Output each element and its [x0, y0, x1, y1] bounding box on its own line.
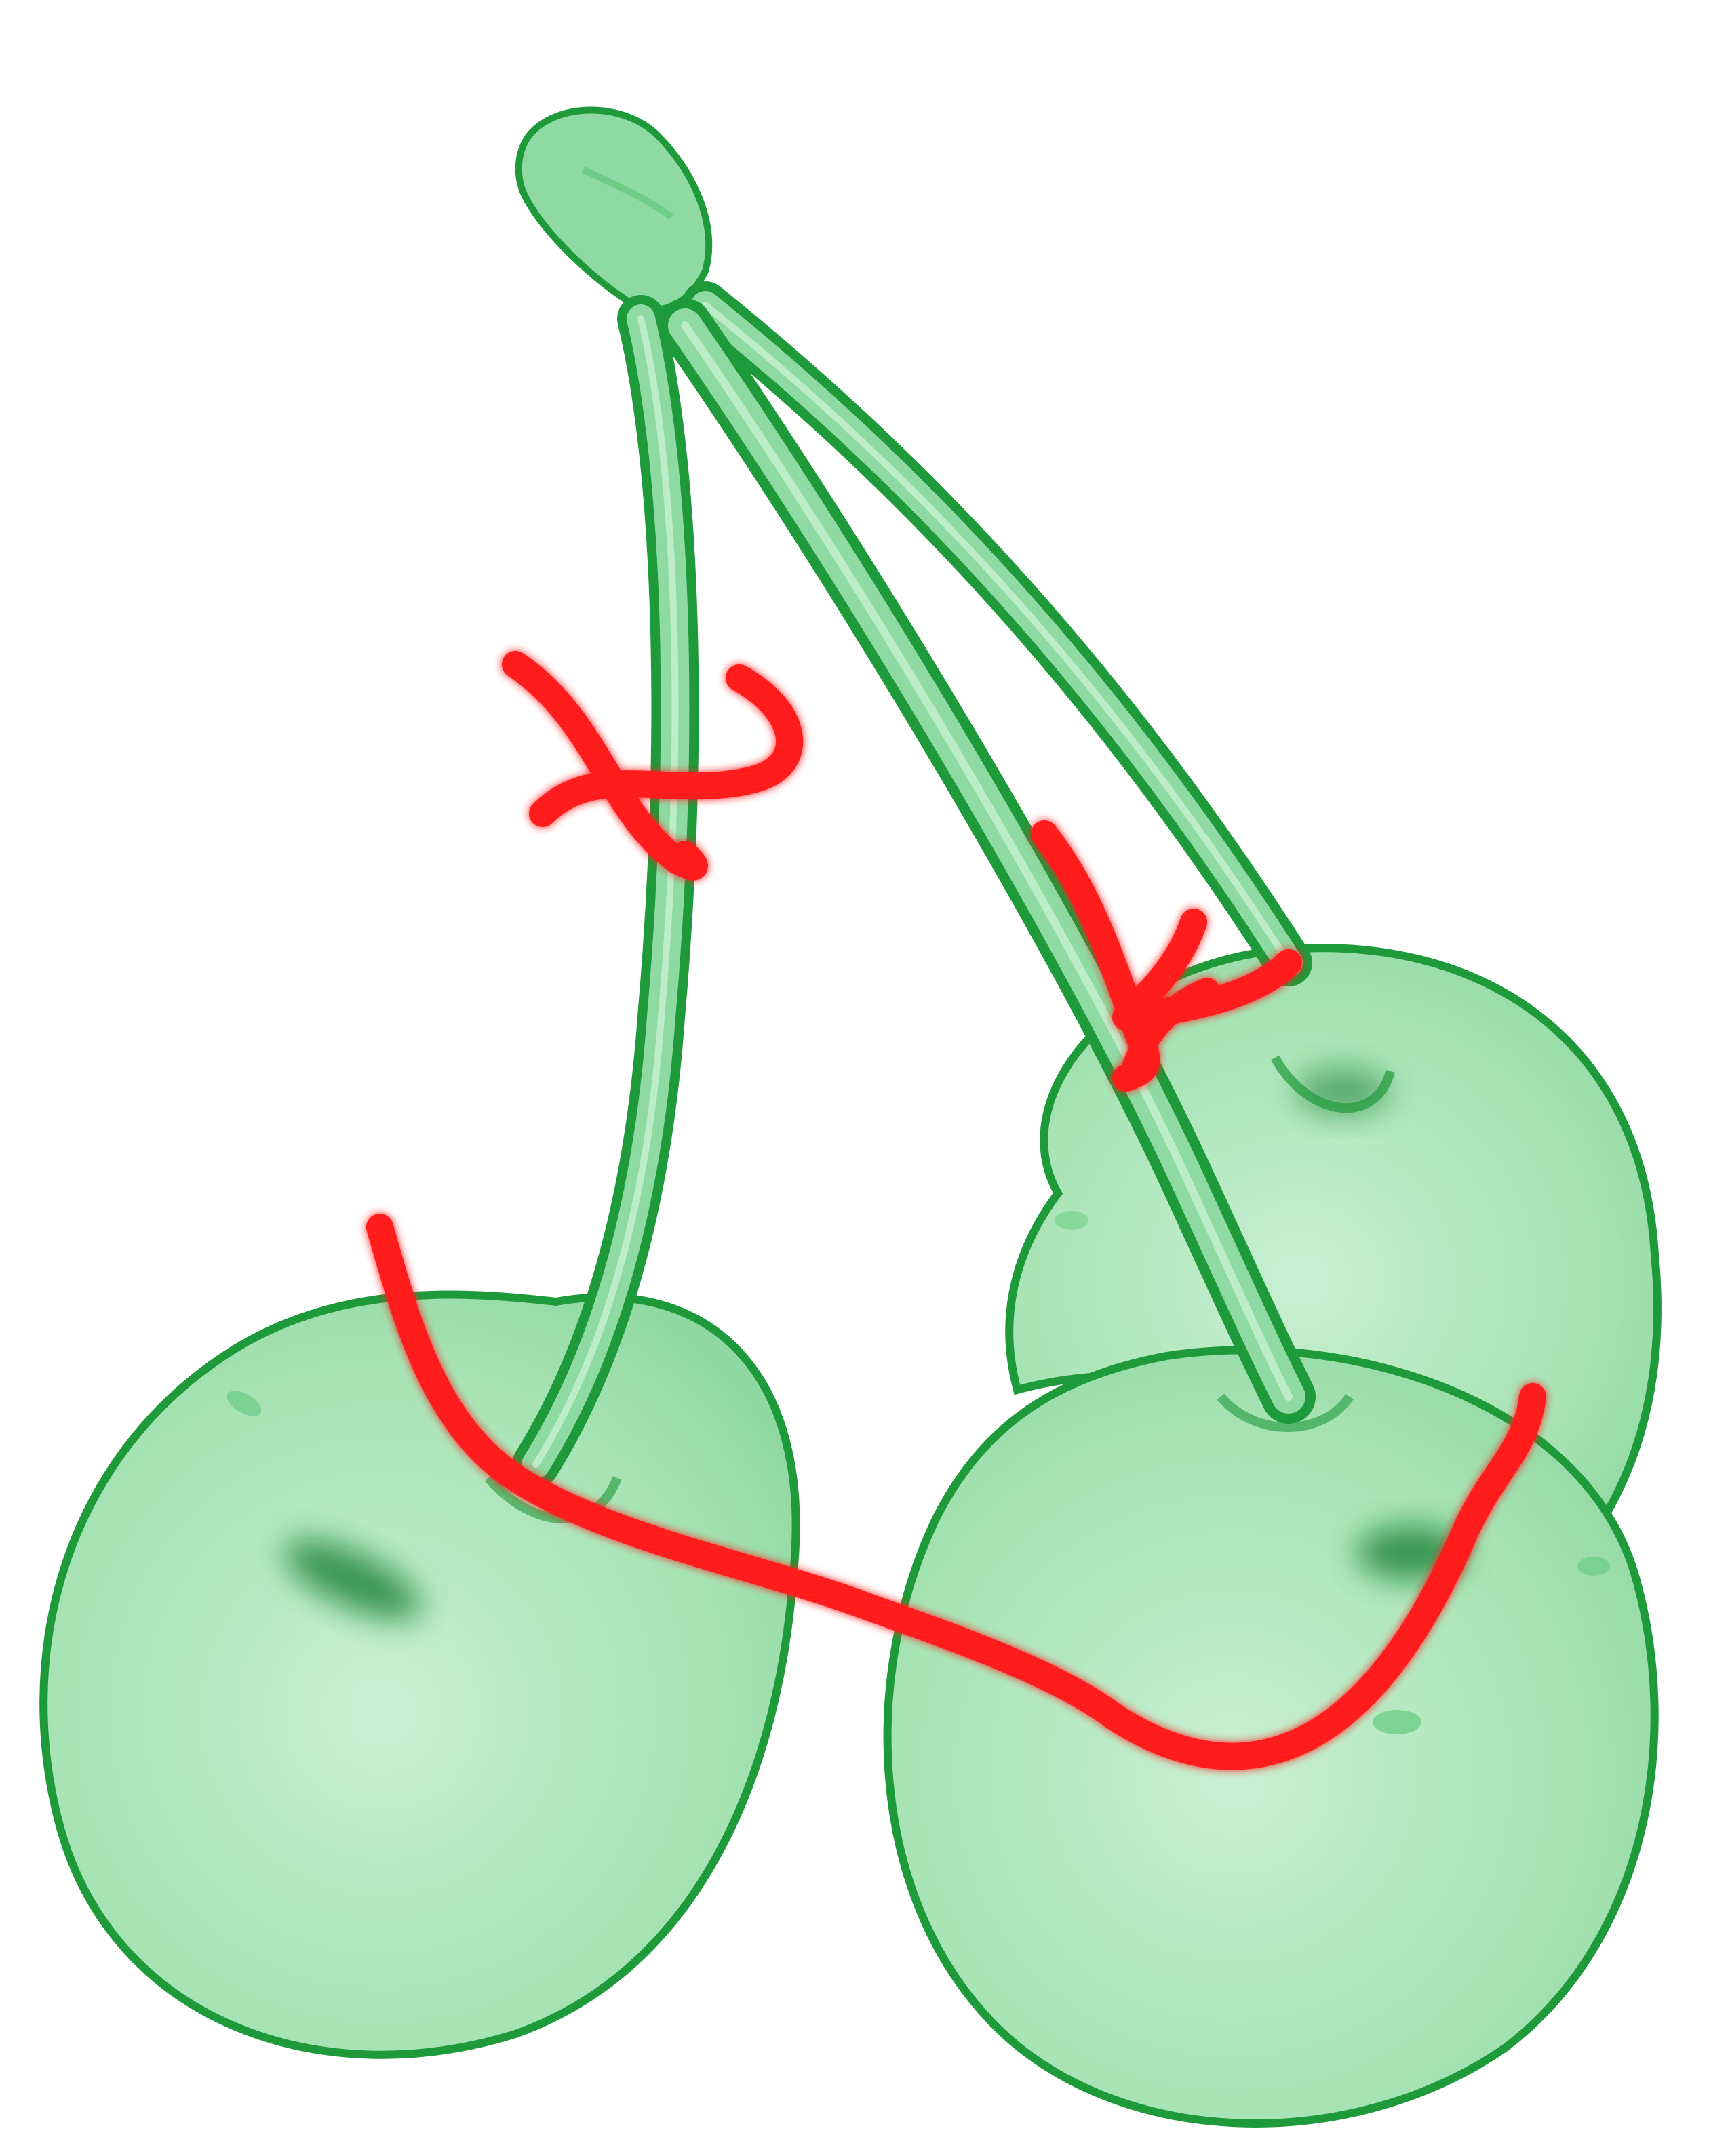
blemish	[1055, 1211, 1088, 1230]
shadow-blob	[283, 1540, 422, 1620]
stem-top-ridge	[581, 166, 673, 220]
cherry-front-right	[883, 1346, 1659, 2128]
blemish	[227, 1391, 262, 1416]
stem-socket	[1270, 1055, 1395, 1113]
blemish	[1373, 1710, 1421, 1734]
stem-socket	[1217, 1393, 1354, 1432]
annotation-cross-left	[502, 651, 708, 881]
stems	[512, 106, 1316, 1488]
blemish	[1577, 1557, 1610, 1576]
annotation-long-curve	[366, 1214, 1546, 1770]
annotation-cross-right-curl	[1120, 978, 1219, 1083]
red-annotations	[366, 651, 1546, 1770]
annotation-cross-right-arc	[1112, 909, 1302, 1031]
annotation-cross-left-arc	[529, 664, 804, 827]
